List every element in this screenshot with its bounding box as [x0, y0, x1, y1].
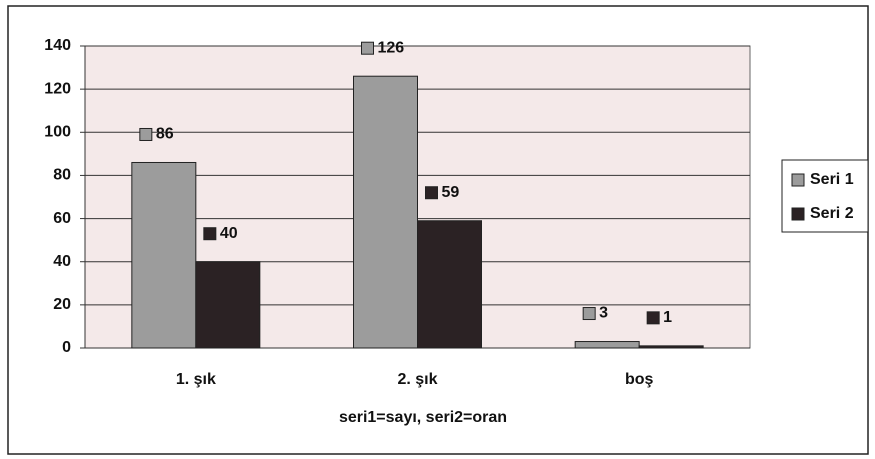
- y-tick-label: 0: [62, 339, 71, 356]
- y-tick-label: 80: [53, 167, 71, 184]
- data-label: 1: [663, 309, 672, 326]
- x-tick-label: 2. şık: [397, 371, 437, 388]
- bar: [574, 341, 640, 349]
- y-tick-label: 120: [44, 80, 71, 97]
- data-label: 3: [599, 305, 608, 322]
- y-tick-label: 100: [44, 124, 71, 141]
- label-marker: [646, 311, 660, 325]
- label-marker: [361, 41, 374, 55]
- legend-label: Seri 2: [810, 205, 854, 222]
- label-marker: [139, 127, 153, 141]
- legend-swatch: [791, 173, 805, 187]
- label-marker: [203, 227, 217, 241]
- data-label: 40: [220, 225, 238, 242]
- y-tick-label: 20: [53, 296, 71, 313]
- bar: [417, 220, 482, 349]
- data-label: 86: [156, 126, 174, 143]
- x-axis-title: seri1=sayı, seri2=oran: [339, 409, 507, 426]
- bar: [353, 75, 418, 349]
- data-label: 59: [442, 184, 460, 201]
- bar: [195, 261, 261, 349]
- x-tick-label: 1. şık: [176, 371, 216, 388]
- legend-label: Seri 1: [810, 171, 854, 188]
- y-tick-label: 40: [53, 253, 71, 270]
- y-tick-label: 140: [44, 37, 71, 54]
- label-marker: [582, 307, 596, 321]
- bar: [638, 345, 704, 349]
- x-tick-label: boş: [625, 371, 654, 388]
- bar: [131, 161, 197, 349]
- label-marker: [425, 186, 438, 200]
- data-label: 126: [378, 39, 405, 56]
- y-tick-label: 60: [53, 210, 71, 227]
- legend-swatch: [791, 207, 805, 221]
